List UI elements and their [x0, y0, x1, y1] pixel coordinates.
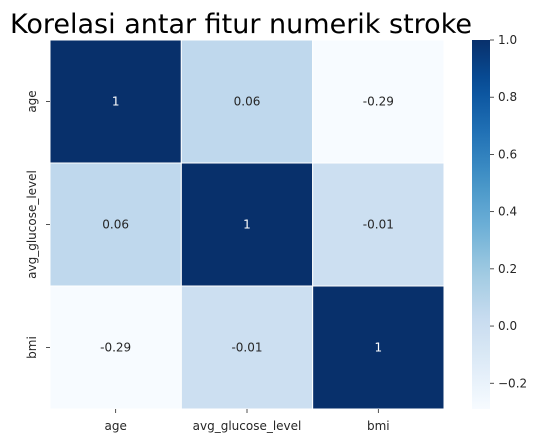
- cell-value-label: 0.06: [234, 95, 261, 109]
- colorbar-tick-label: 0.6: [498, 147, 517, 161]
- heatmap-cell: [180, 285, 314, 410]
- chart-title: Korelasi antar fitur numerik stroke: [10, 9, 472, 40]
- colorbar-tick-label: 0.0: [498, 319, 517, 333]
- colorbar-tick-label: 0.8: [498, 90, 517, 104]
- cell-value-label: 0.06: [102, 218, 129, 232]
- cell-value-label: -0.29: [100, 341, 131, 355]
- y-tick-label: bmi: [25, 336, 39, 359]
- colorbar-tick-label: 0.2: [498, 262, 517, 276]
- colorbar-gradient: [472, 40, 490, 409]
- colorbar-tick-label: 0.4: [498, 205, 517, 219]
- heatmap-cell: [312, 39, 445, 164]
- heatmap-cell: [180, 39, 314, 164]
- colorbar-tick-label: 1.0: [498, 33, 517, 47]
- colorbar: 1.0 0.8 0.6 0.4 0.2 0.0 −0.2: [472, 33, 527, 409]
- heatmap-cells: 1 0.06 -0.29 0.06 1 -0.01 -0.29 -0.01 1: [49, 39, 445, 410]
- cell-value-label: 1: [375, 341, 383, 355]
- colorbar-tick-label: −0.2: [498, 376, 527, 390]
- cell-value-label: -0.01: [231, 341, 262, 355]
- heatmap-cell: [49, 39, 182, 164]
- cell-value-label: 1: [243, 218, 251, 232]
- y-tick-label: avg_glucose_level: [25, 170, 39, 279]
- x-tick-label: avg_glucose_level: [193, 419, 302, 433]
- cell-value-label: -0.29: [363, 95, 394, 109]
- heatmap-cell: [312, 162, 445, 287]
- x-tick-label: age: [104, 419, 126, 433]
- x-tick-label: bmi: [367, 419, 390, 433]
- cell-value-label: 1: [112, 95, 120, 109]
- heatmap-cell: [180, 162, 314, 287]
- y-tick-label: age: [25, 90, 39, 112]
- heatmap-cell: [49, 162, 182, 287]
- cell-value-label: -0.01: [363, 218, 394, 232]
- x-axis-ticks: age avg_glucose_level bmi: [104, 409, 390, 433]
